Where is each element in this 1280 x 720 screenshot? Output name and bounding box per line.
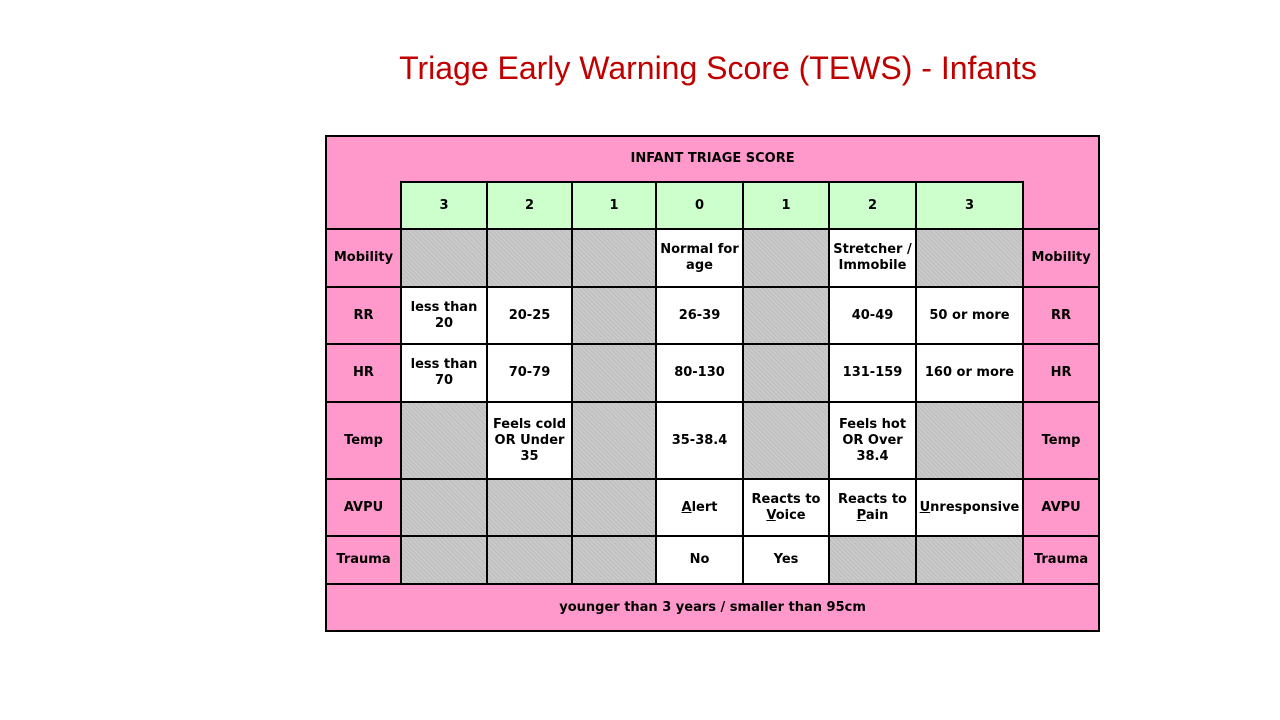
empty-cell: [400, 228, 488, 288]
criteria-cell: less than 70: [400, 343, 488, 403]
empty-cell: [915, 228, 1024, 288]
score-header: 3: [915, 181, 1024, 230]
criteria-cell: 26-39: [655, 286, 744, 345]
empty-cell: [742, 286, 830, 345]
score-header: 1: [571, 181, 657, 230]
criteria-cell: Reacts to Pain: [828, 478, 917, 537]
row-label: Temp: [325, 401, 402, 480]
empty-cell: [486, 228, 573, 288]
empty-cell: [400, 401, 488, 480]
parameter-row: HR less than 70 70-79 80-130 131-159 160 or m…: [325, 343, 1101, 403]
empty-cell: [571, 478, 657, 537]
row-label: Mobility: [325, 228, 402, 288]
empty-cell: [486, 478, 573, 537]
row-label: AVPU: [325, 478, 402, 537]
row-label: RR: [1021, 286, 1101, 345]
criteria-cell: less than 20: [400, 286, 488, 345]
row-label: RR: [325, 286, 402, 345]
parameter-row: Trauma No Yes Trauma: [325, 535, 1101, 585]
empty-cell: [486, 535, 573, 585]
criteria-cell: 160 or more: [915, 343, 1024, 403]
empty-cell: [571, 401, 657, 480]
criteria-cell: Alert: [655, 478, 744, 537]
parameter-row: AVPU Alert Reacts to Voice Reacts to Pain Un…: [325, 478, 1101, 537]
criteria-cell: 80-130: [655, 343, 744, 403]
score-header: 2: [486, 181, 573, 230]
corner-cell: [325, 182, 402, 230]
empty-cell: [915, 401, 1024, 480]
empty-cell: [915, 535, 1024, 585]
empty-cell: [571, 343, 657, 403]
footer-row: younger than 3 years / smaller than 95cm: [324, 583, 1101, 632]
criteria-cell: Yes: [742, 535, 830, 585]
empty-cell: [571, 535, 657, 585]
empty-cell: [742, 228, 830, 288]
table-body: INFANT TRIAGE SCORE 3 2 1 0 1 2 3 Mobility Normal…: [324, 135, 1101, 632]
criteria-cell: 35-38.4: [655, 401, 744, 480]
empty-cell: [400, 535, 488, 585]
row-label: HR: [325, 343, 402, 403]
criteria-cell: 40-49: [828, 286, 917, 345]
empty-cell: [742, 343, 830, 403]
criteria-cell: Normal for age: [655, 228, 744, 288]
score-header: 3: [400, 181, 488, 230]
empty-cell: [828, 535, 917, 585]
score-header: 2: [828, 181, 917, 230]
row-label: Trauma: [1021, 535, 1101, 585]
criteria-cell: Feels hot OR Over 38.4: [828, 401, 917, 480]
criteria-cell: 131-159: [828, 343, 917, 403]
empty-cell: [571, 228, 657, 288]
criteria-cell: 20-25: [486, 286, 573, 345]
row-label: AVPU: [1021, 478, 1101, 537]
score-header: 1: [742, 181, 830, 230]
parameter-row: RR less than 20 20-25 26-39 40-49 50 or more R…: [325, 286, 1101, 345]
slide-title: Triage Early Warning Score (TEWS) - Infa…: [399, 50, 1037, 86]
criteria-cell: No: [655, 535, 744, 585]
row-label: Mobility: [1021, 228, 1101, 288]
criteria-cell: Reacts to Voice: [742, 478, 830, 537]
triage-table: INFANT TRIAGE SCORE 3 2 1 0 1 2 3 Mobility Normal…: [324, 135, 1101, 632]
criteria-cell: Unresponsive: [915, 478, 1024, 537]
empty-cell: [571, 286, 657, 345]
criteria-cell: Stretcher / Immobile: [828, 228, 917, 288]
criteria-cell: 50 or more: [915, 286, 1024, 345]
corner-cell: [1021, 182, 1101, 230]
heading-row: INFANT TRIAGE SCORE: [324, 135, 1101, 182]
row-label: Temp: [1021, 401, 1101, 480]
empty-cell: [400, 478, 488, 537]
row-label: Trauma: [325, 535, 402, 585]
score-header: 0: [655, 181, 744, 230]
criteria-cell: Feels cold OR Under 35: [486, 401, 573, 480]
table-footer: younger than 3 years / smaller than 95cm: [324, 583, 1101, 632]
parameter-row: Mobility Normal for age Stretcher / Immobi…: [325, 228, 1101, 288]
criteria-cell: 70-79: [486, 343, 573, 403]
empty-cell: [742, 401, 830, 480]
row-label: HR: [1021, 343, 1101, 403]
table-heading: INFANT TRIAGE SCORE: [324, 135, 1101, 182]
parameter-row: Temp Feels cold OR Under 35 35-38.4 Feels h…: [325, 401, 1101, 480]
